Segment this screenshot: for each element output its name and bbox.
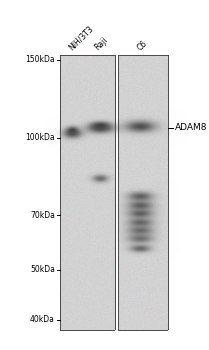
Text: 40kDa: 40kDa xyxy=(30,315,55,324)
Text: 50kDa: 50kDa xyxy=(30,266,55,274)
Text: Raji: Raji xyxy=(93,35,109,52)
Text: 70kDa: 70kDa xyxy=(30,210,55,219)
Text: 150kDa: 150kDa xyxy=(25,56,55,64)
Text: ADAM8: ADAM8 xyxy=(175,124,208,133)
Text: C6: C6 xyxy=(136,38,149,52)
Text: 100kDa: 100kDa xyxy=(25,133,55,142)
Text: NIH/3T3: NIH/3T3 xyxy=(67,24,95,52)
